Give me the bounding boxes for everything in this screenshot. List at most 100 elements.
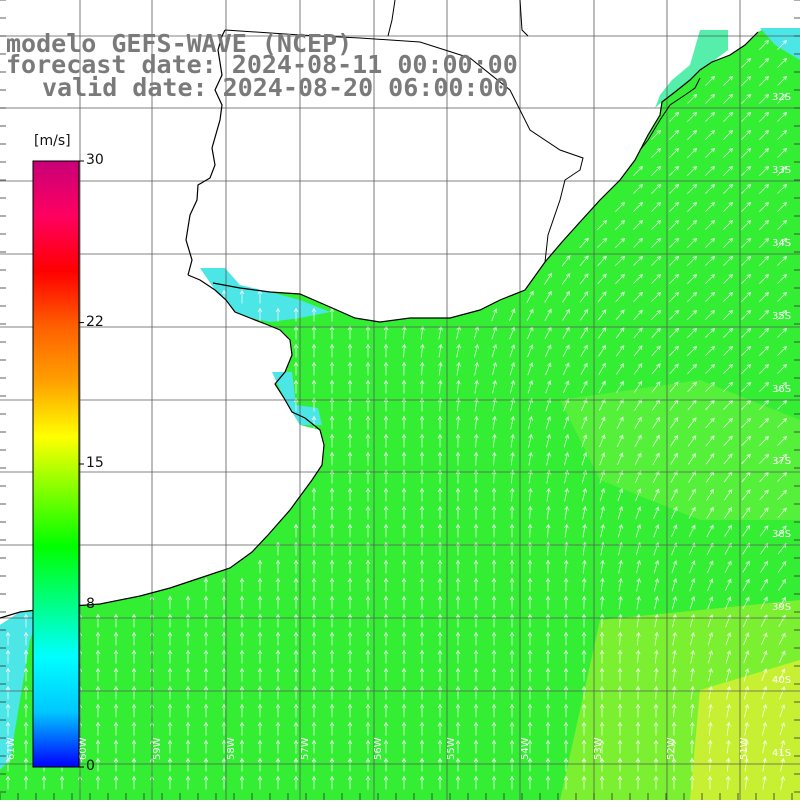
wind-arrow: [365, 649, 371, 664]
wind-arrow: [329, 577, 335, 592]
wind-arrow: [546, 487, 551, 502]
wind-arrow: [759, 255, 770, 266]
wind-arrow: [383, 667, 389, 682]
wind-arrow: [744, 757, 749, 772]
wind-arrow: [455, 559, 461, 574]
wind-arrow: [491, 487, 497, 502]
wind-arrow: [509, 595, 515, 610]
wind-arrow: [221, 649, 227, 664]
wind-arrow: [633, 237, 644, 248]
wind-arrow: [221, 631, 227, 646]
wind-arrow: [726, 685, 731, 700]
wind-arrow: [546, 469, 551, 484]
wind-arrow: [652, 434, 660, 447]
latitude-label: 34S: [772, 238, 791, 249]
wind-arrow: [311, 361, 317, 376]
wind-arrow: [5, 775, 11, 790]
wind-arrow: [669, 201, 680, 212]
wind-arrow: [347, 667, 353, 682]
wind-arrow: [365, 415, 371, 430]
wind-arrow: [669, 417, 679, 429]
wind-arrow: [669, 111, 680, 122]
wind-arrow: [633, 219, 644, 230]
wind-arrow: [474, 343, 479, 358]
wind-arrow: [167, 667, 173, 682]
wind-arrow: [401, 613, 407, 628]
colorbar-tick-label: 15: [86, 455, 104, 471]
wind-arrow: [203, 757, 209, 772]
wind-arrow: [347, 415, 353, 430]
wind-arrow: [777, 291, 788, 302]
wind-arrow: [671, 560, 678, 574]
wind-arrow: [672, 685, 677, 700]
wind-arrow: [365, 487, 371, 502]
wind-arrow: [726, 757, 731, 772]
wind-arrow: [473, 505, 479, 520]
wind-arrow: [579, 273, 589, 285]
wind-arrow: [131, 703, 137, 718]
wind-arrow: [365, 523, 371, 538]
wind-arrow: [580, 380, 588, 393]
colorbar-tick-label: 8: [86, 596, 95, 613]
wind-arrow: [617, 667, 623, 682]
wind-arrow: [113, 685, 119, 700]
wind-arrow: [723, 453, 733, 465]
wind-arrow: [383, 685, 389, 700]
wind-arrow: [615, 345, 625, 357]
wind-arrow: [546, 505, 551, 520]
wind-arrow: [527, 631, 533, 646]
wind-arrow: [347, 361, 353, 376]
wind-arrow: [455, 631, 461, 646]
wind-arrow: [473, 775, 479, 790]
wind-arrow: [725, 596, 732, 610]
wind-arrow: [473, 559, 479, 574]
wind-arrow: [669, 309, 680, 320]
wind-arrow: [329, 433, 335, 448]
wind-arrow: [779, 721, 786, 736]
wind-arrow: [113, 631, 119, 646]
wind-arrow: [383, 343, 389, 358]
wind-arrow: [510, 469, 515, 484]
wind-arrow: [491, 775, 497, 790]
forecast-date: forecast date: 2024-08-11 00:00:00: [6, 50, 518, 79]
wind-arrow: [563, 613, 569, 628]
wind-arrow: [598, 380, 606, 393]
wind-arrow: [705, 381, 716, 392]
wind-arrow: [419, 613, 425, 628]
wind-arrow: [741, 129, 752, 140]
wind-arrow: [203, 631, 209, 646]
wind-arrow: [491, 523, 497, 538]
wind-arrow: [365, 379, 371, 394]
wind-arrow: [688, 470, 696, 483]
wind-arrow: [705, 453, 715, 465]
wind-arrow: [741, 237, 752, 248]
wind-direction-arrows: [5, 39, 788, 790]
longitude-label: 51W: [739, 737, 750, 760]
wind-arrow: [437, 685, 443, 700]
wind-arrow: [707, 632, 714, 646]
wind-arrow: [545, 649, 551, 664]
wind-arrow: [759, 273, 770, 284]
wind-arrow: [509, 685, 515, 700]
wind-arrow: [762, 757, 767, 772]
longitude-label: 58W: [226, 737, 237, 760]
wind-arrow: [509, 613, 515, 628]
wind-arrow: [580, 344, 588, 357]
wind-arrow: [689, 721, 695, 736]
wind-arrow: [347, 523, 353, 538]
wind-arrow: [672, 667, 677, 682]
wind-arrow: [779, 704, 786, 718]
wind-arrow: [473, 757, 479, 772]
wind-arrow: [23, 649, 29, 664]
wind-arrow: [761, 668, 768, 682]
wind-arrow: [113, 739, 119, 754]
wind-arrow: [311, 649, 317, 664]
wind-arrow: [725, 775, 731, 790]
wind-arrow: [777, 345, 788, 356]
wind-arrow: [257, 649, 263, 664]
wind-arrow: [311, 523, 317, 538]
wind-arrow: [347, 595, 353, 610]
wind-arrow: [671, 739, 677, 754]
wind-arrow: [455, 667, 461, 682]
wind-arrow: [690, 649, 695, 664]
